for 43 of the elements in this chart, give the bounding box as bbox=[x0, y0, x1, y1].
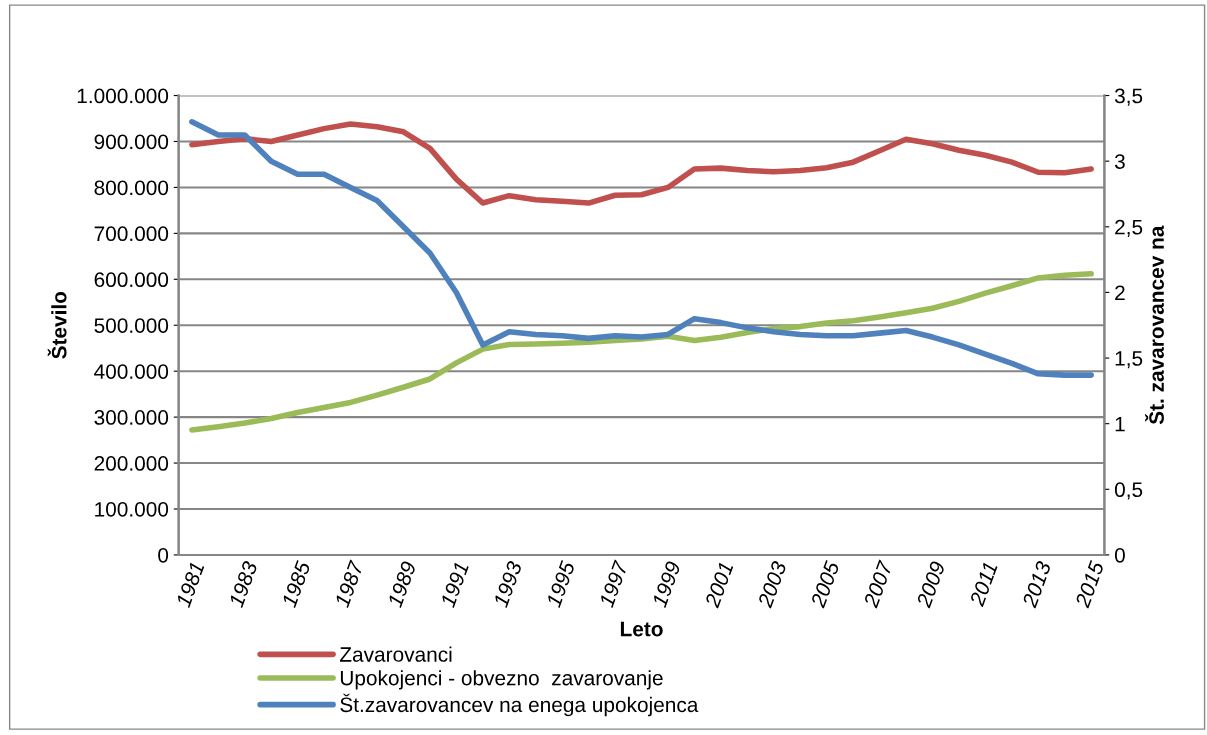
x-tick-label: 1987 bbox=[334, 559, 364, 609]
x-tick-label: 1995 bbox=[545, 559, 576, 609]
y2-tick-label: 1 bbox=[1115, 416, 1125, 432]
x-tick-label: 2009 bbox=[915, 560, 946, 609]
x-tick-label: 2015 bbox=[1074, 559, 1105, 609]
x-axis-title: Leto bbox=[620, 621, 663, 637]
x-tick-label: 1997 bbox=[598, 559, 629, 609]
y-tick-label: 600.000 bbox=[94, 272, 169, 288]
y-tick-label: 0 bbox=[158, 547, 169, 563]
y-tick-label: 500.000 bbox=[94, 318, 169, 333]
y2-tick-label: 3,5 bbox=[1114, 88, 1143, 106]
y2-tick-label: 3 bbox=[1114, 154, 1125, 169]
legend-label: Št.zavarovancev na enega upokojenca bbox=[340, 693, 699, 717]
y2-tick-label: 1,5 bbox=[1115, 351, 1143, 369]
y-tick-label: 900.000 bbox=[94, 134, 169, 150]
x-tick-label: 2001 bbox=[704, 561, 734, 609]
y2-tick-label: 2,5 bbox=[1115, 219, 1143, 238]
y-tick-label: 200.000 bbox=[94, 456, 169, 471]
y-tick-label: 800.000 bbox=[94, 180, 169, 196]
y-tick-label: 700.000 bbox=[94, 226, 169, 242]
x-tick-label: 1991 bbox=[440, 561, 469, 609]
y-tick-label: 400.000 bbox=[94, 364, 169, 379]
x-tick-label: 1983 bbox=[228, 560, 258, 609]
y-tick-label: 100.000 bbox=[95, 501, 169, 517]
x-tick-label: 2007 bbox=[863, 559, 893, 609]
x-tick-label: 1999 bbox=[651, 560, 682, 609]
y-tick-label: 1.000.000 bbox=[77, 88, 169, 104]
x-tick-label: 2011 bbox=[969, 561, 998, 608]
y-axis-title: Število bbox=[47, 291, 67, 359]
legend-label: Upokojenci - obvezno zavarovanje bbox=[340, 670, 663, 690]
x-tick-label: 1993 bbox=[492, 560, 523, 609]
x-tick-label: 1985 bbox=[281, 559, 311, 609]
x-tick-label: 2013 bbox=[1021, 560, 1052, 609]
legend-label: Zavarovanci bbox=[339, 646, 452, 662]
y2-tick-label: 2 bbox=[1115, 285, 1125, 300]
y2-axis-title: Št. zavarovancev na bbox=[1145, 225, 1164, 425]
y2-tick-label: 0,5 bbox=[1114, 482, 1143, 500]
y-tick-label: 300.000 bbox=[94, 410, 169, 425]
x-tick-label: 1989 bbox=[387, 560, 417, 609]
y2-tick-label: 0 bbox=[1114, 547, 1125, 563]
x-tick-label: 1981 bbox=[175, 561, 205, 609]
x-tick-label: 2005 bbox=[810, 559, 840, 609]
x-tick-label: 2003 bbox=[757, 560, 787, 609]
